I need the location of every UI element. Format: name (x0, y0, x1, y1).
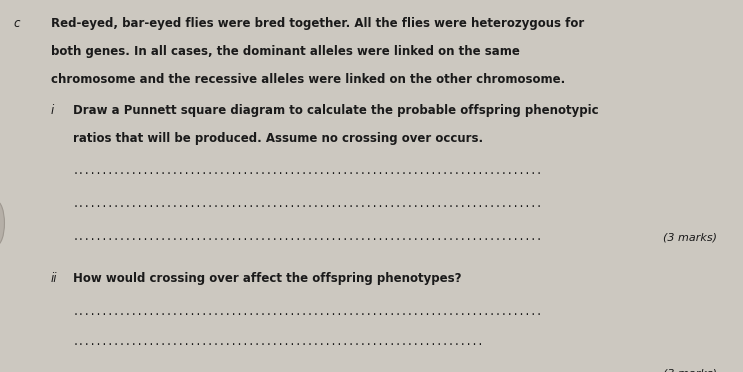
Text: both genes. In all cases, the dominant alleles were linked on the same: both genes. In all cases, the dominant a… (51, 45, 519, 58)
Text: ......................................................................: ........................................… (73, 337, 484, 347)
Text: (3 marks): (3 marks) (663, 368, 717, 372)
Text: ratios that will be produced. Assume no crossing over occurs.: ratios that will be produced. Assume no … (73, 132, 483, 145)
Text: ................................................................................: ........................................… (73, 307, 543, 317)
Text: ................................................................................: ........................................… (73, 166, 543, 176)
Text: i: i (51, 104, 53, 117)
Text: Red-eyed, bar-eyed flies were bred together. All the flies were heterozygous for: Red-eyed, bar-eyed flies were bred toget… (51, 17, 584, 30)
Text: Draw a Punnett square diagram to calculate the probable offspring phenotypic: Draw a Punnett square diagram to calcula… (73, 104, 598, 117)
Text: ................................................................................: ........................................… (73, 199, 543, 209)
Text: How would crossing over affect the offspring phenotypes?: How would crossing over affect the offsp… (73, 272, 461, 285)
Text: (3 marks): (3 marks) (663, 232, 717, 243)
Text: ................................................................................: ........................................… (73, 232, 543, 243)
Text: c: c (13, 17, 20, 30)
Text: ii: ii (51, 272, 57, 285)
Text: ......................................................................: ........................................… (73, 368, 484, 372)
Text: chromosome and the recessive alleles were linked on the other chromosome.: chromosome and the recessive alleles wer… (51, 73, 565, 86)
Ellipse shape (0, 201, 4, 246)
